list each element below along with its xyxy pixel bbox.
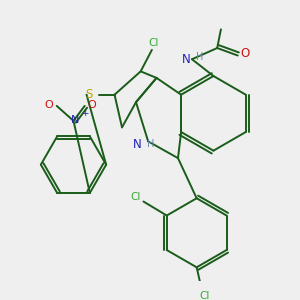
- Text: +: +: [81, 109, 88, 118]
- Text: S: S: [86, 88, 93, 101]
- Text: N: N: [71, 115, 80, 125]
- Text: N: N: [182, 53, 191, 66]
- Text: O: O: [88, 100, 97, 110]
- Text: H: H: [196, 52, 203, 62]
- Text: N: N: [133, 138, 141, 151]
- Text: H: H: [147, 139, 155, 149]
- Text: O: O: [241, 47, 250, 60]
- Text: Cl: Cl: [199, 291, 209, 300]
- Text: O: O: [45, 100, 54, 110]
- Text: Cl: Cl: [131, 192, 141, 202]
- Text: Cl: Cl: [148, 38, 159, 48]
